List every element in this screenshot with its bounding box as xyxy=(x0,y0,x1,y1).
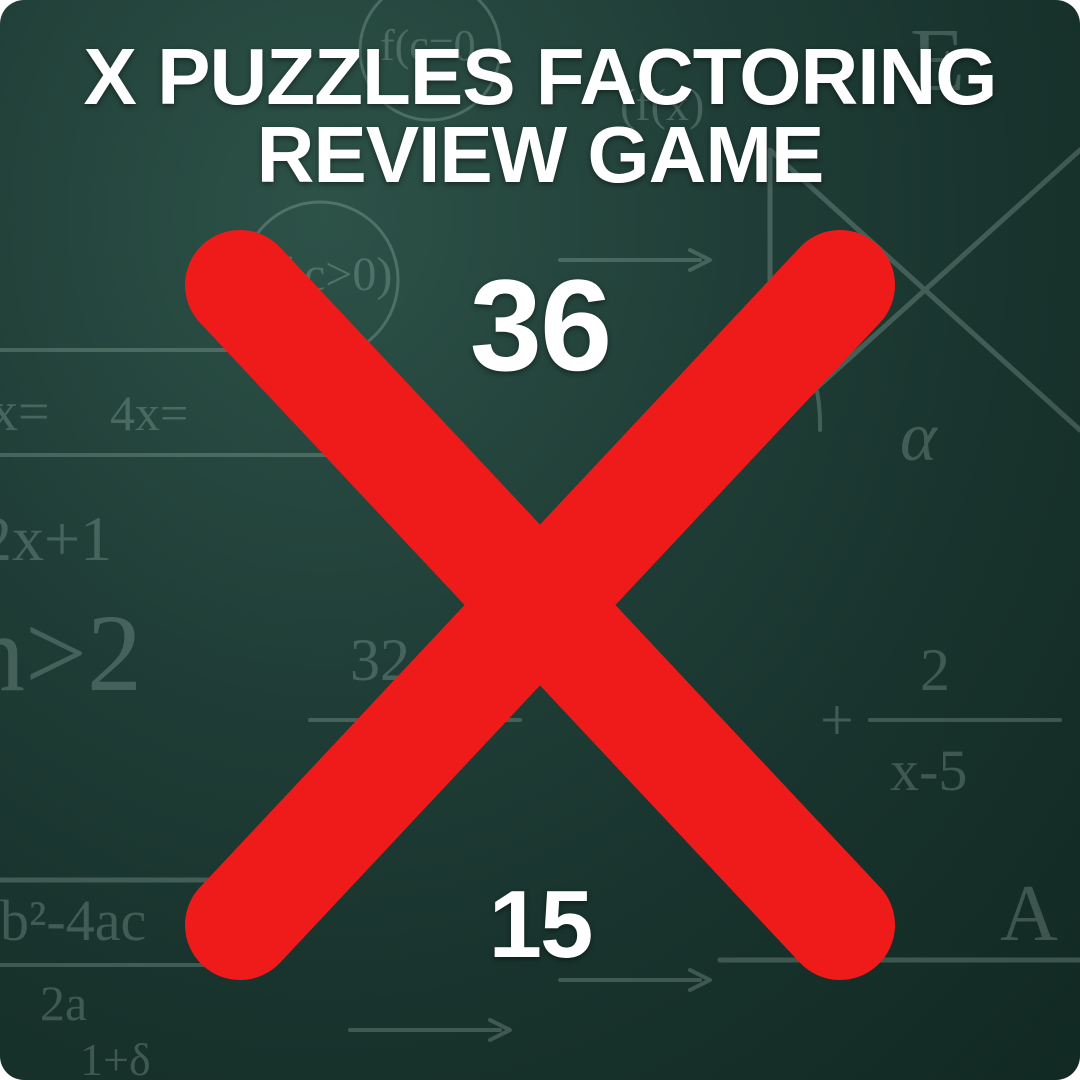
title: X PUZZLES FACTORING REVIEW GAME xyxy=(0,38,1080,195)
title-line-2: REVIEW GAME xyxy=(30,116,1050,194)
puzzle-top-value: 36 xyxy=(470,250,611,400)
puzzle-bottom-value: 15 xyxy=(489,870,592,980)
title-line-1: X PUZZLES FACTORING xyxy=(30,38,1050,116)
graphic-card: f(c=0 (f(x) E (f c>0) α x= 4x= 2x+1 n>2 … xyxy=(0,0,1080,1080)
